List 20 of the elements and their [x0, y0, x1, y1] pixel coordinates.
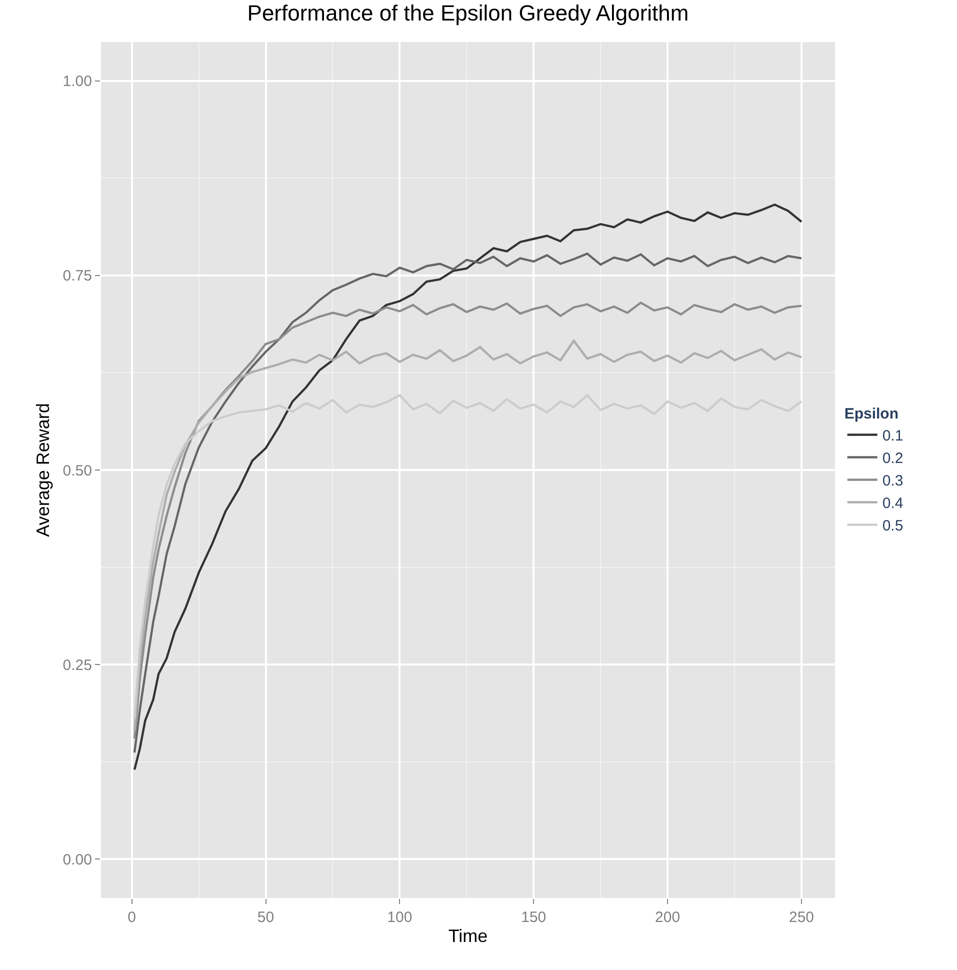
- y-tick-label: 0.75: [62, 268, 92, 285]
- legend-label: 0.3: [882, 472, 904, 490]
- legend-label: 0.2: [882, 450, 904, 468]
- y-tick-label: 0.50: [62, 462, 92, 480]
- x-axis-title: Time: [448, 926, 488, 946]
- legend-label: 0.4: [882, 495, 904, 512]
- y-axis-title: Average Reward: [32, 403, 53, 537]
- x-tick-label: 200: [655, 909, 680, 926]
- legend-label: 0.1: [882, 428, 904, 445]
- legend-title: Epsilon: [844, 406, 899, 422]
- x-tick-label: 250: [788, 909, 814, 926]
- y-tick-label: 0.00: [62, 851, 92, 868]
- y-tick-label: 0.25: [62, 656, 92, 674]
- x-tick-label: 100: [387, 909, 412, 926]
- chart-title: Performance of the Epsilon Greedy Algorithm: [247, 0, 689, 26]
- legend-label: 0.5: [882, 518, 904, 535]
- x-tick-label: 0: [128, 909, 136, 926]
- x-tick-label: 50: [257, 909, 274, 926]
- x-tick-label: 150: [521, 909, 546, 926]
- y-tick-label: 1.00: [62, 73, 92, 90]
